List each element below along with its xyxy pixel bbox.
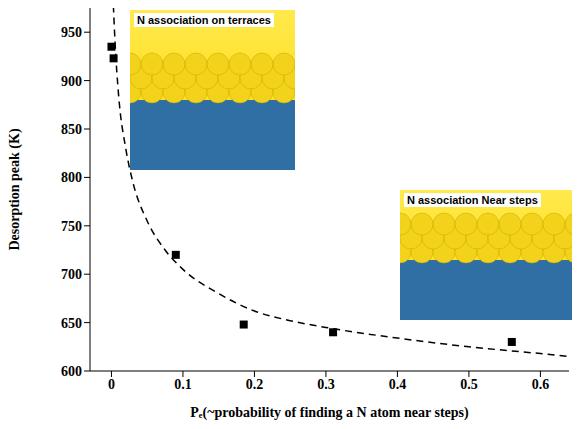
svg-text:Desorption peak (K): Desorption peak (K) bbox=[7, 128, 23, 250]
svg-text:850: 850 bbox=[61, 122, 82, 137]
svg-text:Pₑ(~probability of finding a N: Pₑ(~probability of finding a N atom near… bbox=[190, 405, 469, 421]
svg-text:0.4: 0.4 bbox=[389, 377, 407, 392]
svg-text:650: 650 bbox=[61, 316, 82, 331]
svg-text:0.6: 0.6 bbox=[532, 377, 550, 392]
svg-text:900: 900 bbox=[61, 74, 82, 89]
svg-text:0.2: 0.2 bbox=[246, 377, 264, 392]
svg-text:0.5: 0.5 bbox=[460, 377, 478, 392]
svg-text:600: 600 bbox=[61, 364, 82, 379]
html-text:N association on terraces: N association on terraces bbox=[137, 14, 271, 26]
svg-text:0: 0 bbox=[108, 377, 115, 392]
svg-text:800: 800 bbox=[61, 170, 82, 185]
svg-text:0.1: 0.1 bbox=[174, 377, 192, 392]
svg-text:750: 750 bbox=[61, 219, 82, 234]
svg-text:950: 950 bbox=[61, 25, 82, 40]
svg-text:0.3: 0.3 bbox=[317, 377, 335, 392]
html-text:N association Near steps: N association Near steps bbox=[407, 194, 538, 206]
svg-text:700: 700 bbox=[61, 267, 82, 282]
